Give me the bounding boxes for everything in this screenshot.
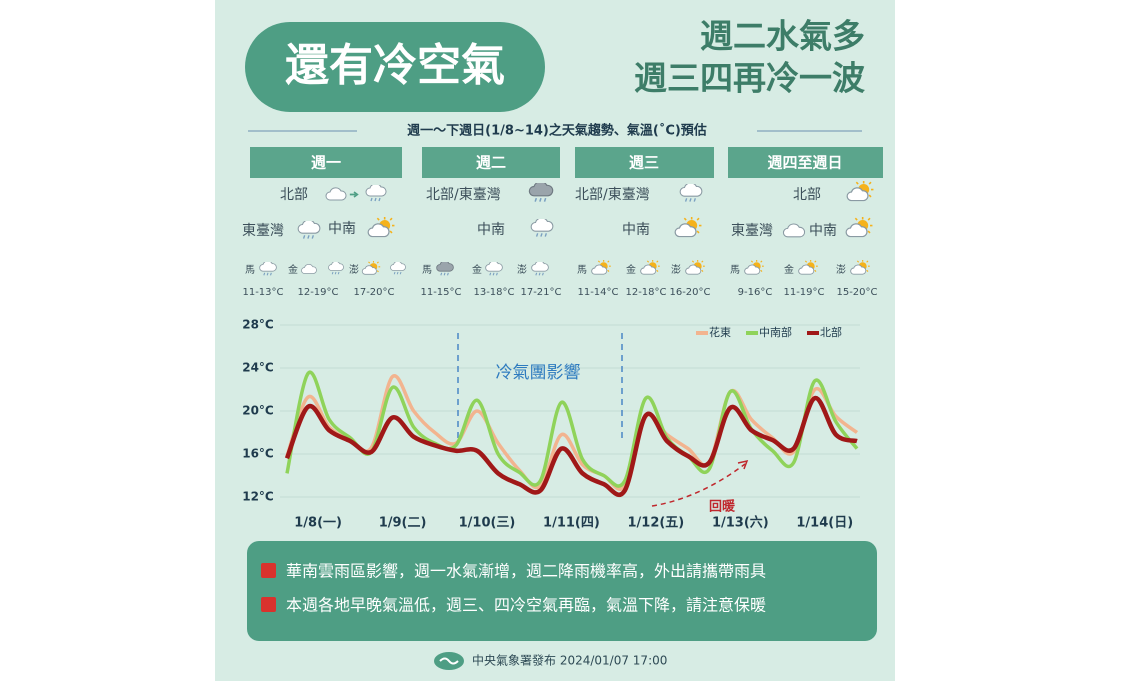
headline: 週二水氣多 (700, 17, 865, 56)
note-icon (261, 597, 276, 612)
annotation: 回暖 (709, 499, 736, 515)
temp: 12-18°C (625, 287, 666, 298)
region: 北部/東臺灣 (426, 187, 501, 203)
footer: 中央氣象署發布 2024/01/07 17:00 (472, 653, 667, 668)
y-tick-label: 16°C (242, 447, 274, 461)
note: 本週各地早晚氣溫低，週三、四冷空氣再臨，氣溫下降，請注意保暖 (286, 596, 766, 615)
note-icon (261, 563, 276, 578)
arrow-head (737, 459, 749, 470)
annotation: 冷氣團影響 (496, 363, 581, 383)
temp: 17-20°C (353, 287, 394, 298)
x-tick-label: 1/11(四) (543, 516, 600, 531)
temp: 11-13°C (242, 287, 283, 298)
island: 金 (288, 263, 298, 276)
legend-label: 北部 (820, 325, 842, 339)
day-header: 週一 (311, 154, 341, 172)
logo-mark (439, 657, 459, 665)
y-tick-label: 28°C (242, 318, 274, 332)
island: 澎 (349, 264, 359, 276)
day-header-box (575, 147, 714, 178)
island: 澎 (836, 264, 846, 276)
day-header-box (250, 147, 402, 178)
x-tick-label: 1/10(三) (459, 516, 516, 531)
subtitle: 週一～下週日(1/8~14)之天氣趨勢、氣溫(˚C)預估 (407, 123, 707, 139)
region: 中南 (477, 222, 505, 238)
region: 東臺灣 (731, 223, 773, 239)
island: 金 (784, 263, 794, 276)
temp: 11-14°C (577, 287, 618, 298)
headline: 週三四再冷一波 (634, 59, 865, 98)
temp: 11-15°C (420, 287, 461, 298)
island: 馬 (245, 264, 255, 276)
island: 金 (626, 263, 636, 276)
temp: 13-18°C (473, 287, 514, 298)
temp: 9-16°C (738, 287, 773, 298)
series-line (285, 370, 859, 488)
day-header: 週二 (476, 154, 506, 172)
x-tick-label: 1/14(日) (796, 516, 853, 531)
line-chart: 冷氣團影響 回暖 12°C 16°C 20°C 24°C 28°C 1/8(一) 1/9(二… (242, 318, 860, 531)
x-tick-label: 1/12(五) (627, 516, 684, 531)
day-header-box (422, 147, 560, 178)
title-pill (245, 22, 545, 112)
y-tick-label: 24°C (242, 361, 274, 375)
island: 金 (472, 263, 482, 276)
region: 中南 (622, 222, 650, 238)
y-tick-label: 12°C (242, 490, 274, 504)
temp: 12-19°C (297, 287, 338, 298)
region: 東臺灣 (242, 223, 284, 239)
region: 中南 (809, 223, 837, 239)
x-tick-label: 1/8(一) (294, 516, 342, 531)
day-header: 週三 (629, 154, 659, 172)
region: 中南 (328, 221, 356, 237)
notes-box (247, 541, 877, 641)
island: 澎 (517, 264, 527, 276)
temp: 15-20°C (836, 287, 877, 298)
temp: 17-21°C (520, 287, 561, 298)
legend-label: 花東 (709, 326, 731, 339)
y-tick-label: 20°C (242, 404, 274, 418)
island: 馬 (577, 264, 587, 276)
temp: 16-20°C (669, 287, 710, 298)
island: 澎 (671, 264, 681, 276)
arrow (651, 463, 746, 507)
region: 北部 (793, 187, 821, 203)
x-tick-label: 1/9(二) (379, 516, 427, 531)
region: 北部/東臺灣 (575, 187, 650, 203)
day-header-box (728, 147, 883, 178)
region: 北部 (280, 187, 308, 203)
island: 馬 (730, 264, 740, 276)
temp: 11-19°C (783, 287, 824, 298)
legend-label: 中南部 (759, 325, 792, 339)
islands: 馬 金 澎 馬 金 澎 馬 金 澎 馬 金 澎 (245, 260, 871, 276)
x-tick-label: 1/13(六) (712, 515, 769, 531)
island: 馬 (422, 264, 432, 276)
series-line (284, 395, 858, 497)
note: 華南雲雨區影響，週一水氣漸增，週二降雨機率高，外出請攜帶雨具 (286, 562, 766, 581)
day-header: 週四至週日 (767, 154, 842, 172)
title: 還有冷空氣 (285, 40, 505, 91)
